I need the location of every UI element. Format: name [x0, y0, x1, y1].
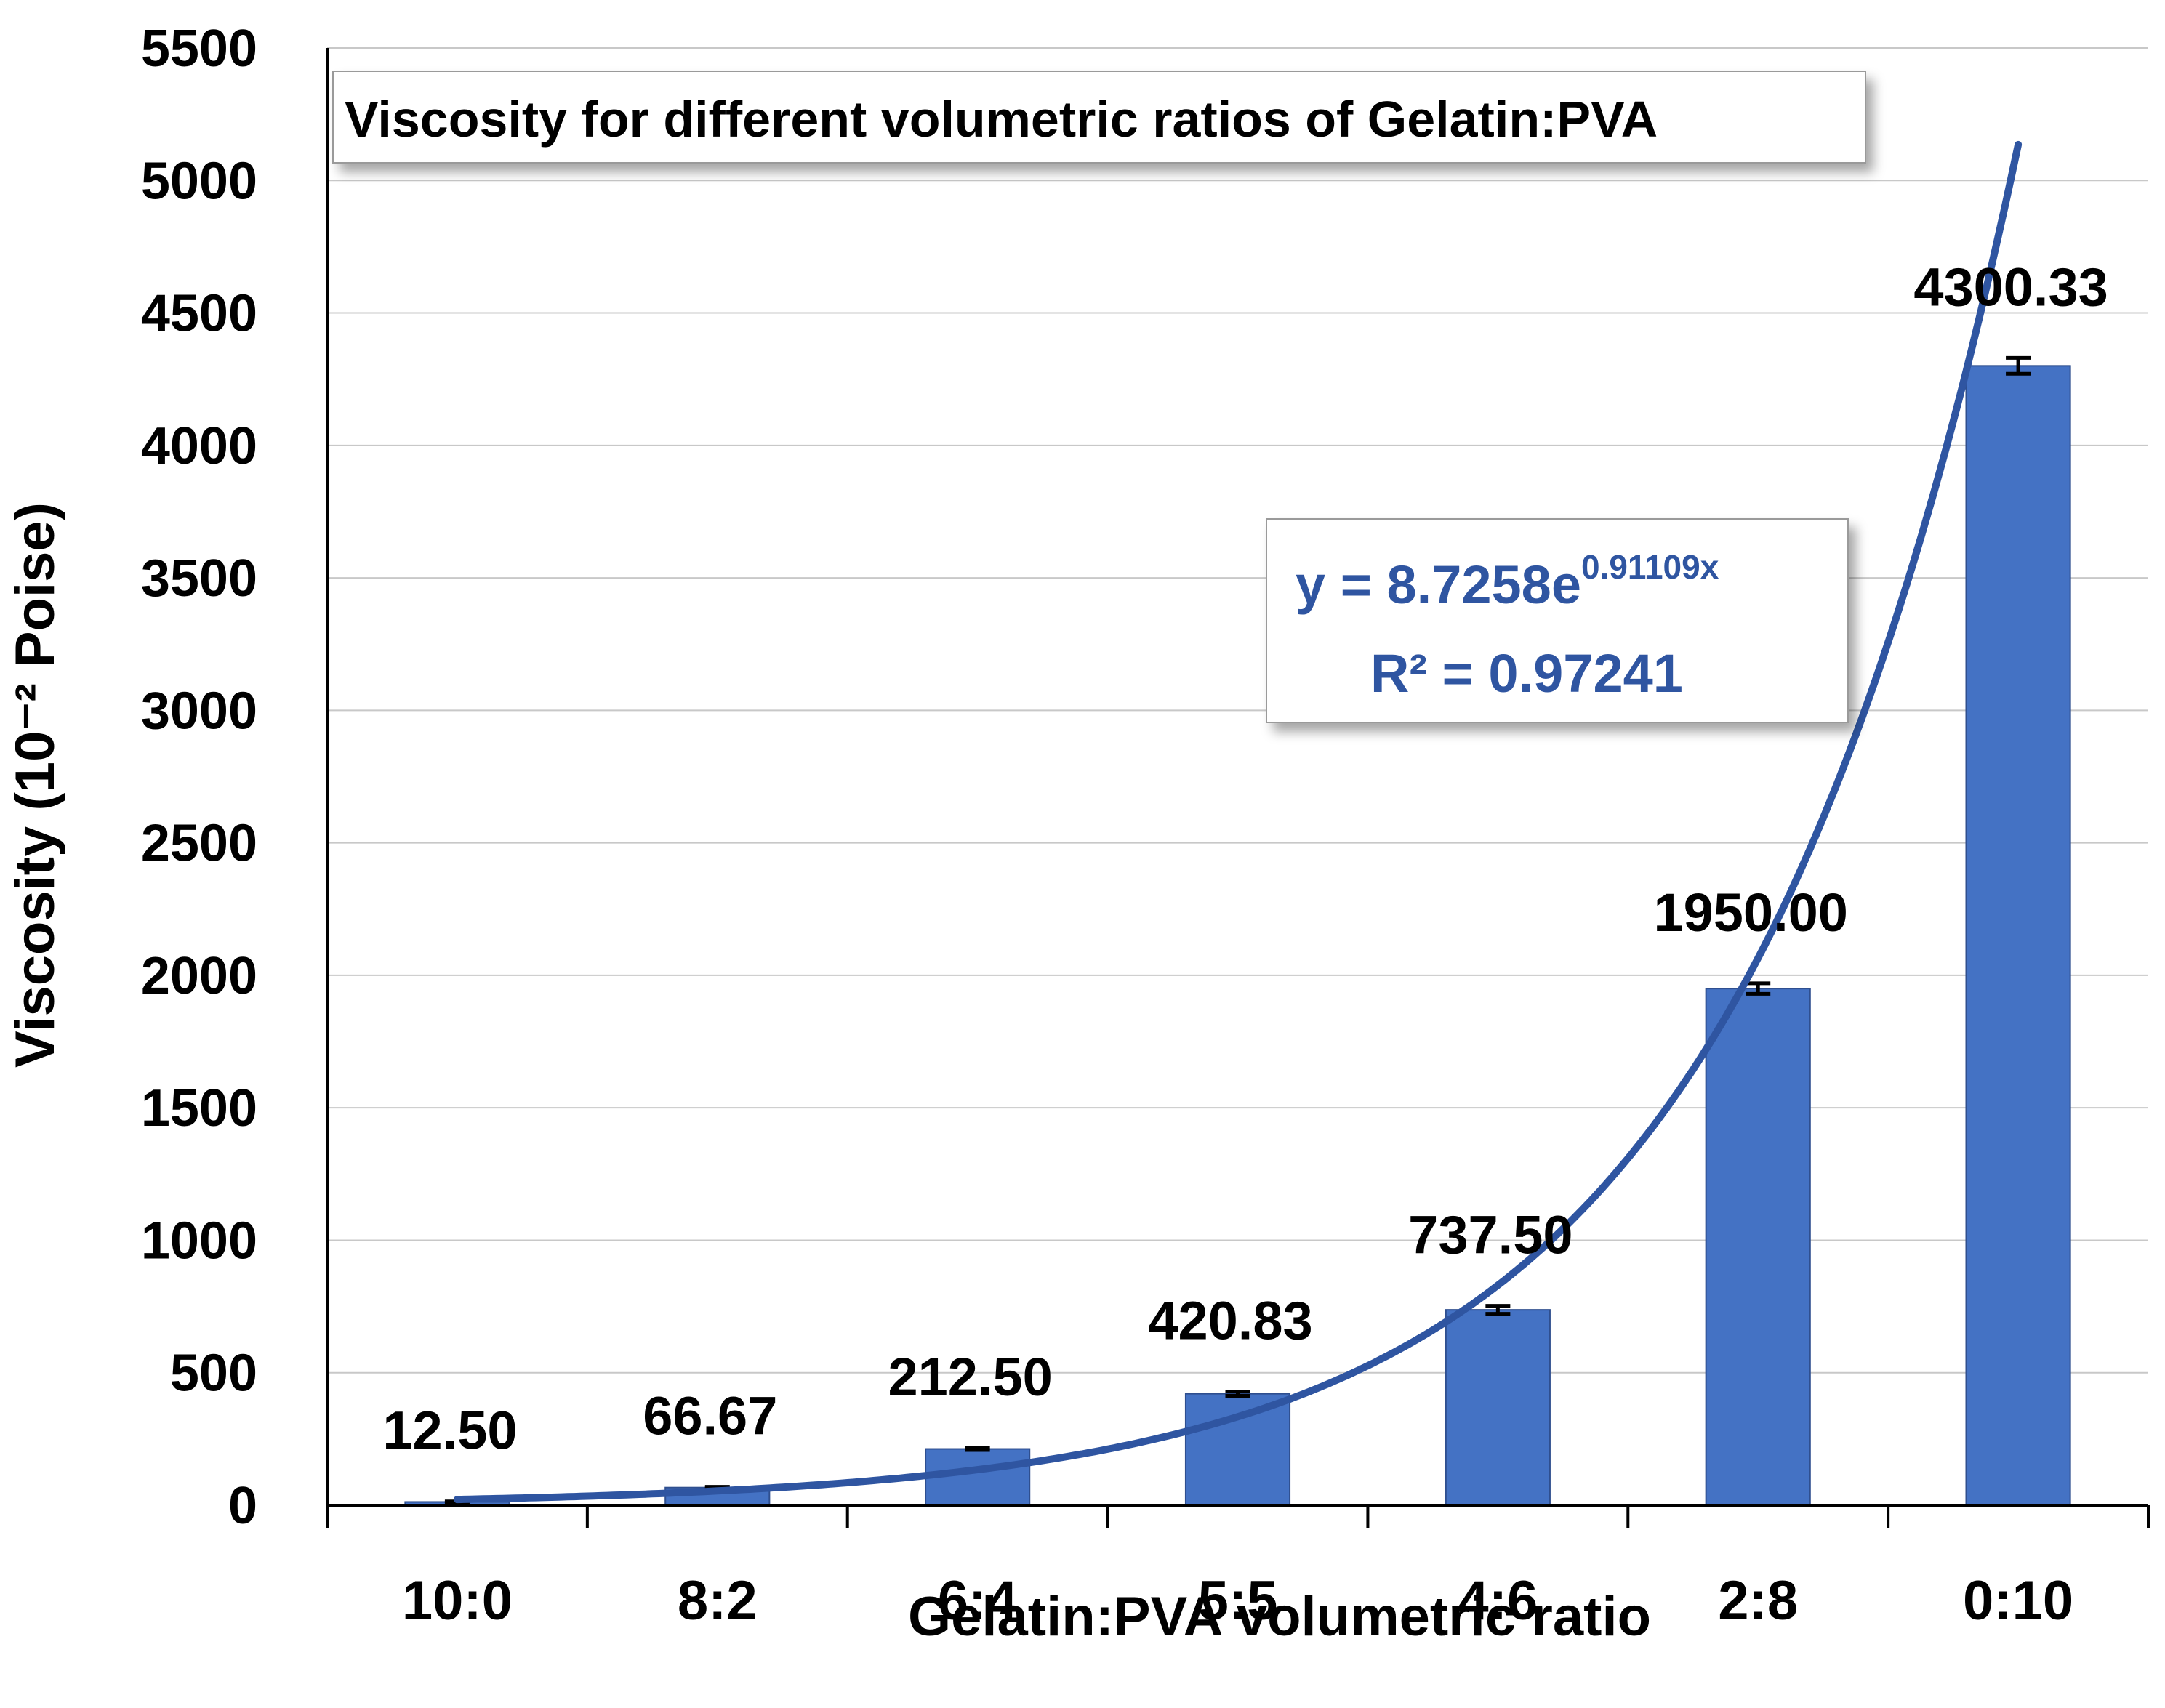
bar-0:10	[1965, 365, 2071, 1507]
error-bar-6:4	[965, 1446, 990, 1452]
data-label-10:0: 12.50	[382, 1401, 517, 1461]
chart-title-box: Viscosity for different volumetric ratio…	[332, 71, 1866, 164]
y-tick-label: 0	[228, 1477, 257, 1535]
error-bar-4:6	[1485, 1304, 1511, 1316]
bar-4:6	[1445, 1309, 1551, 1506]
data-label-6:4: 212.50	[888, 1347, 1052, 1407]
chart-title: Viscosity for different volumetric ratio…	[345, 91, 1658, 148]
error-bar-2:8	[1746, 981, 1771, 996]
y-tick-labels: 0 500 1000 1500 2000 2500 3000 3500 4000 4500 5000…	[141, 20, 257, 1535]
y-tick-label: 4000	[141, 417, 257, 475]
trendline-equation-exponent: 0.91109x	[1581, 548, 1719, 586]
x-tick-label: 10:0	[402, 1570, 513, 1632]
data-label-2:8: 1950.00	[1653, 882, 1848, 943]
y-axis-title: Viscosity (10⁻² Poise)	[4, 502, 66, 1068]
trendline-equation-main: y = 8.7258e	[1296, 555, 1581, 615]
trendline-equation-box: y = 8.7258e0.91109x R² = 0.97241	[1266, 518, 1849, 723]
data-label-0:10: 4300.33	[1913, 257, 2108, 317]
data-label-4:6: 737.50	[1408, 1205, 1572, 1265]
error-bar-5:5	[1225, 1390, 1250, 1398]
x-tick-label: 5:5	[1198, 1570, 1278, 1632]
x-tick-label: 8:2	[678, 1570, 758, 1632]
trendline-equation: y = 8.7258e0.91109x	[1296, 548, 1719, 615]
y-tick-label: 2000	[141, 947, 257, 1005]
trendline-r-squared: R² = 0.97241	[1370, 643, 1683, 704]
x-tick-label: 4:6	[1458, 1570, 1538, 1632]
x-tick-labels: 10:0 8:2 6:4 5:5 4:6 2:8 0:10	[402, 1570, 2073, 1632]
y-tick-label: 5500	[141, 20, 257, 78]
y-tick-label: 3500	[141, 549, 257, 608]
bar-2:8	[1705, 988, 1811, 1506]
error-bar-0:10	[2006, 355, 2031, 376]
x-tick-label: 6:4	[938, 1570, 1018, 1632]
axes	[326, 48, 2150, 1528]
y-tick-label: 1000	[141, 1212, 257, 1270]
x-axis-title: Gelatin:PVA volumetric ratio	[908, 1586, 1651, 1648]
y-tick-label: 1500	[141, 1079, 257, 1137]
bars	[404, 365, 2071, 1507]
y-tick-label: 3000	[141, 682, 257, 740]
data-label-8:2: 66.67	[643, 1386, 777, 1446]
y-tick-label: 2500	[141, 815, 257, 873]
bar-5:5	[1184, 1393, 1291, 1507]
gridlines	[327, 47, 2148, 1374]
x-tick-label: 0:10	[1963, 1570, 2073, 1632]
x-tick-label: 2:8	[1718, 1570, 1798, 1632]
y-tick-label: 4500	[141, 285, 257, 343]
data-label-5:5: 420.83	[1148, 1291, 1312, 1351]
exponential-trendline	[453, 140, 2023, 1504]
y-tick-label: 500	[170, 1345, 257, 1403]
data-labels: 12.50 66.67 212.50 420.83 737.50 1950.00 4300.…	[382, 257, 2108, 1460]
y-tick-label: 5000	[141, 152, 257, 210]
